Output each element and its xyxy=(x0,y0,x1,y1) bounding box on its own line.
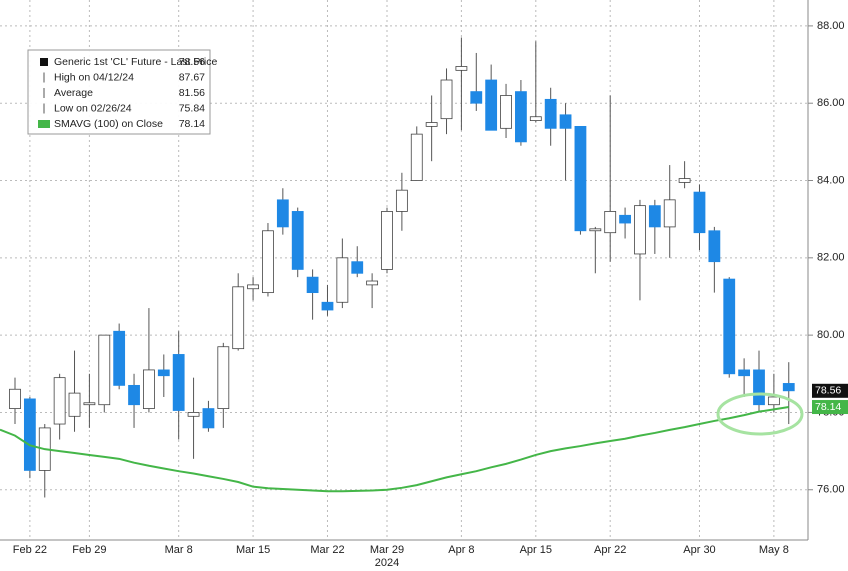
candle-body xyxy=(723,278,736,375)
x-tick-label: Apr 8 xyxy=(448,544,474,556)
candle-body xyxy=(366,280,379,286)
candle-body xyxy=(336,257,349,303)
candle-body xyxy=(410,133,423,181)
candle-body xyxy=(782,383,795,392)
candle-body xyxy=(753,369,765,406)
candle-body xyxy=(455,66,468,71)
candle-body xyxy=(232,286,245,350)
candle-body xyxy=(559,114,572,129)
y-tick-label: 80.00 xyxy=(817,329,845,341)
x-tick-label: Feb 29 xyxy=(72,544,106,556)
candle-body xyxy=(68,392,81,417)
last-value-tag xyxy=(812,400,848,415)
last-value-tag xyxy=(812,383,848,398)
candle-body xyxy=(143,369,155,409)
legend-value: 78.14 xyxy=(179,118,205,130)
candle-body xyxy=(53,377,66,425)
candle-body xyxy=(485,79,498,131)
candle-body xyxy=(678,178,691,183)
legend-value: 87.67 xyxy=(179,71,205,83)
y-tick-label: 84.00 xyxy=(817,174,845,186)
legend-label: Low on 02/26/24 xyxy=(54,102,132,114)
candle-body xyxy=(351,261,364,274)
candle-body xyxy=(276,199,289,228)
candle-body xyxy=(113,330,126,386)
x-tick-label: Feb 22 xyxy=(13,544,47,556)
candle-body xyxy=(648,205,661,228)
x-tick-label: Mar 22 xyxy=(310,544,344,556)
candle-body xyxy=(306,276,319,294)
legend-value: 81.56 xyxy=(179,87,205,99)
candle-body xyxy=(157,369,170,377)
candle-body xyxy=(663,199,676,228)
legend-label: Average xyxy=(54,87,93,99)
y-tick-label: 88.00 xyxy=(817,20,845,32)
legend-swatch xyxy=(40,58,48,66)
y-tick-label: 82.00 xyxy=(817,252,845,264)
candle-body xyxy=(23,398,36,471)
legend-swatch xyxy=(38,120,50,128)
y-tick-label: 76.00 xyxy=(817,484,845,496)
candle-body xyxy=(738,369,751,377)
candle-body xyxy=(708,230,721,263)
candle-body xyxy=(262,230,274,294)
candle-body xyxy=(574,125,587,232)
legend-value: 78.56 xyxy=(179,56,205,68)
x-tick-label: Mar 15 xyxy=(236,544,270,556)
x-sublabel: 2024 xyxy=(375,557,399,569)
candle-body xyxy=(425,122,438,127)
legend-value: 75.84 xyxy=(179,102,205,114)
candle-body xyxy=(128,384,140,406)
candle-body xyxy=(767,396,780,406)
candle-body xyxy=(515,91,527,143)
candle-body xyxy=(9,388,21,409)
legend: Generic 1st 'CL' Future - Last Price78.5… xyxy=(27,49,217,135)
candle-body xyxy=(291,211,304,270)
legend-label: SMAVG (100) on Close xyxy=(54,118,163,130)
last-value-label: 78.56 xyxy=(815,385,841,397)
candle-body xyxy=(395,189,408,212)
x-tick-label: Apr 15 xyxy=(520,544,552,556)
candle-body xyxy=(247,284,259,290)
candle-body xyxy=(634,205,646,255)
candle-body xyxy=(470,91,483,104)
candle-body xyxy=(619,214,631,224)
candle-body xyxy=(693,191,706,234)
y-tick-label: 86.00 xyxy=(817,97,845,109)
candle-body xyxy=(217,346,230,409)
highlight-ellipse xyxy=(716,392,804,436)
candle-body xyxy=(440,79,453,120)
last-value-label: 78.14 xyxy=(815,401,841,413)
legend-label: High on 04/12/24 xyxy=(54,71,134,83)
candle-body xyxy=(500,95,512,129)
candle-body xyxy=(172,354,185,411)
x-tick-label: Mar 8 xyxy=(165,544,193,556)
candle-body xyxy=(529,116,542,122)
x-tick-label: Apr 22 xyxy=(594,544,626,556)
sma-line xyxy=(0,406,789,493)
x-tick-label: Apr 30 xyxy=(683,544,715,556)
candle-body xyxy=(604,211,617,234)
legend-label: Generic 1st 'CL' Future - Last Price xyxy=(54,56,217,68)
plot-area xyxy=(0,37,795,498)
legend-box xyxy=(27,49,211,135)
candle-body xyxy=(98,334,111,406)
candle-body xyxy=(544,98,557,129)
candle-body xyxy=(187,412,200,417)
candle-body xyxy=(83,402,96,406)
candle-body xyxy=(202,408,215,429)
candle-body xyxy=(321,301,334,311)
candle-body xyxy=(589,228,602,232)
candle-body xyxy=(381,211,393,270)
x-tick-label: Mar 29 xyxy=(370,544,404,556)
x-tick-label: May 8 xyxy=(759,544,789,556)
